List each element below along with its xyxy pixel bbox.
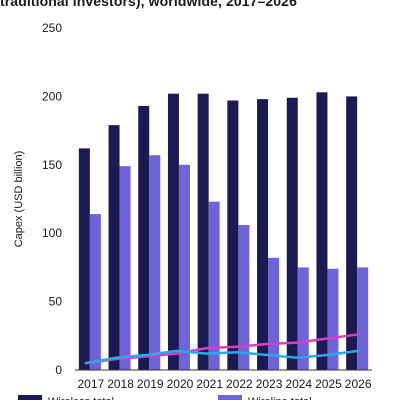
bar-wireless-2017 — [78, 148, 90, 370]
y-tick-label: 100 — [42, 226, 62, 240]
bar-wireless-2020 — [167, 93, 179, 370]
y-tick-label: 250 — [42, 21, 62, 35]
bar-wireless-2024 — [286, 97, 298, 370]
bar-wireless-2021 — [197, 93, 209, 370]
bar-wireless-2019 — [138, 105, 150, 370]
y-tick-label: 0 — [55, 363, 62, 377]
y-axis-label-group: Capex (USD billion) — [13, 151, 25, 248]
bar-wireless-2018 — [108, 125, 120, 371]
legend-swatch-wireline — [218, 395, 242, 400]
lines-group — [84, 333, 359, 365]
x-tick-label-2024: 2024 — [285, 377, 312, 391]
x-axis-ticks: 2017 2018 2019 2020 2021 2022 2023 2024 2025 2026 — [77, 377, 371, 391]
bar-wireline-2021 — [208, 201, 220, 370]
bar-wireless-2023 — [257, 99, 269, 371]
bar-wireline-2024 — [297, 267, 309, 370]
y-tick-label: 200 — [42, 89, 62, 103]
y-axis-label: Capex (USD billion) — [13, 151, 25, 248]
bar-wireline-2023 — [268, 257, 280, 370]
x-tick-label-2017: 2017 — [77, 377, 104, 391]
bar-wireless-2022 — [227, 100, 239, 370]
bars-group — [78, 92, 369, 371]
bar-wireline-2025 — [327, 268, 339, 370]
bar-wireline-2020 — [178, 164, 190, 370]
series-line-2 — [84, 349, 359, 365]
x-tick-label-2026: 2026 — [345, 377, 372, 391]
bar-wireline-2019 — [149, 155, 161, 370]
y-tick-label: 150 — [42, 158, 62, 172]
bar-wireline-2018 — [119, 166, 131, 370]
chart-title: traditional investors), worldwide, 2017–… — [0, 0, 297, 9]
bar-wireline-2017 — [89, 214, 101, 370]
y-axis-ticks: 0 50 100 150 200 250 — [42, 21, 62, 377]
x-tick-label-2019: 2019 — [137, 377, 164, 391]
x-tick-label-2025: 2025 — [315, 377, 342, 391]
x-tick-label-2021: 2021 — [196, 377, 223, 391]
legend-label-wireline: Wireline total — [248, 396, 312, 400]
x-tick-label-2018: 2018 — [107, 377, 134, 391]
x-tick-label-2023: 2023 — [256, 377, 283, 391]
x-tick-label-2022: 2022 — [226, 377, 253, 391]
bar-wireless-2025 — [316, 92, 328, 371]
bar-wireless-2026 — [346, 96, 358, 371]
legend-swatch-wireless — [18, 395, 42, 400]
x-tick-label-2020: 2020 — [167, 377, 194, 391]
legend-label-wireless: Wireless total — [48, 396, 114, 400]
bar-wireline-2022 — [238, 224, 250, 370]
bar-wireline-2026 — [357, 267, 369, 370]
series-line-1 — [84, 333, 359, 365]
y-tick-label: 50 — [49, 295, 63, 309]
legend: Wireless total Wireline total — [18, 395, 312, 400]
